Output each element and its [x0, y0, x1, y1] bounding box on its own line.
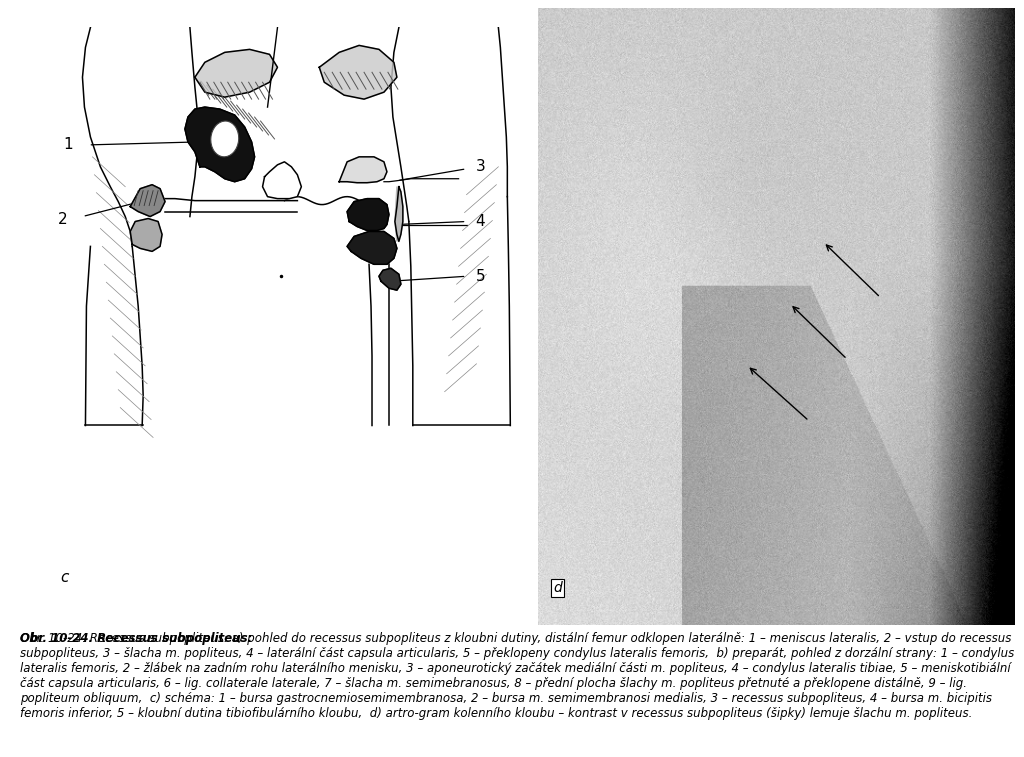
Text: Obr. 10-24. Recessus subpopliteus:: Obr. 10-24. Recessus subpopliteus:	[20, 632, 253, 645]
Text: 5: 5	[476, 269, 485, 284]
Text: d: d	[553, 581, 562, 595]
Text: Obr. 10-24. Recessus subpopliteus: a) pohled do recessus subpopliteus z kloubni : Obr. 10-24. Recessus subpopliteus: a) po…	[20, 632, 1015, 720]
Polygon shape	[185, 107, 255, 182]
Polygon shape	[347, 198, 389, 230]
Polygon shape	[395, 187, 402, 241]
Polygon shape	[339, 157, 387, 182]
Polygon shape	[319, 45, 397, 99]
Text: 2: 2	[57, 212, 68, 227]
Polygon shape	[130, 219, 162, 251]
Text: 1: 1	[63, 138, 74, 152]
Polygon shape	[130, 185, 165, 217]
Polygon shape	[195, 49, 278, 97]
Text: 3: 3	[475, 159, 485, 174]
Ellipse shape	[211, 121, 239, 157]
Polygon shape	[379, 268, 400, 290]
Text: 4: 4	[476, 214, 485, 229]
Text: c: c	[60, 570, 69, 584]
Polygon shape	[347, 232, 397, 264]
Polygon shape	[262, 162, 301, 198]
